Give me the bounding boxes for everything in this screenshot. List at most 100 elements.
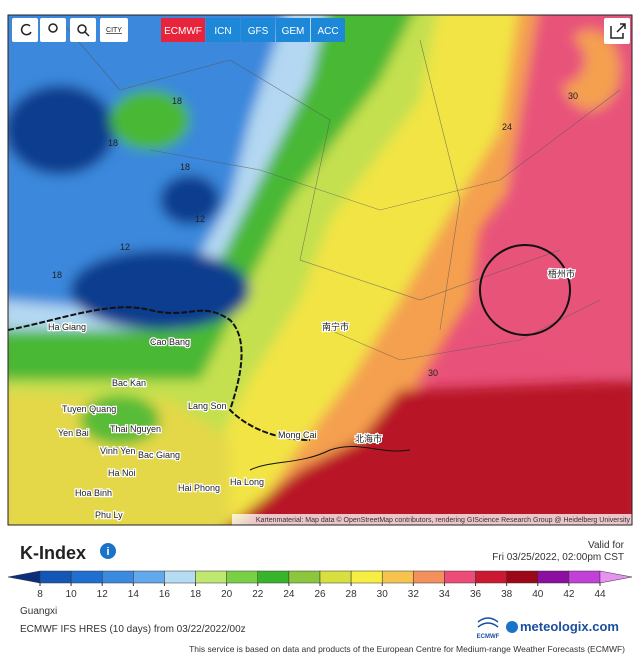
city-button[interactable] bbox=[100, 18, 128, 42]
colorbar-tick-label: 26 bbox=[314, 589, 326, 600]
model-button[interactable] bbox=[241, 18, 275, 42]
attribution: Kartenmaterial: Map data © OpenStreetMap… bbox=[256, 516, 631, 524]
model-button[interactable] bbox=[276, 18, 310, 42]
place-label: Hai Phong bbox=[178, 483, 220, 493]
place-label: Tuyen Quang bbox=[62, 404, 116, 414]
colorbar-tick-label: 36 bbox=[470, 589, 482, 600]
colorbar-tick-label: 8 bbox=[37, 589, 43, 600]
colorbar-segment bbox=[350, 570, 383, 584]
model-button-label: GFS bbox=[248, 26, 269, 37]
contour-label: 18 bbox=[180, 162, 190, 172]
place-label: Vinh Yen bbox=[100, 446, 135, 456]
contour-label: 18 bbox=[172, 96, 182, 106]
map: Kartenmaterial: Map data © OpenStreetMap… bbox=[8, 15, 632, 525]
brand: meteologix.com bbox=[520, 619, 619, 634]
colorbar-segment bbox=[195, 570, 227, 584]
valid-time: Fri 03/25/2022, 02:00pm CST bbox=[492, 552, 624, 563]
colorbar-end bbox=[599, 570, 633, 584]
contour-label: 18 bbox=[108, 138, 118, 148]
colorbar-tick-label: 22 bbox=[252, 589, 264, 600]
attribution-bg bbox=[232, 514, 632, 525]
model-button[interactable] bbox=[311, 18, 345, 42]
contour-label: 24 bbox=[502, 122, 512, 132]
colorbar-tick-label: 24 bbox=[283, 589, 295, 600]
field bbox=[8, 15, 632, 525]
colorbar-tick-label: 42 bbox=[563, 589, 575, 600]
colorbar: 8 10 12 14 16 18 20 22 24 26 28 30 32 34 36 38 40 42 44 bbox=[7, 570, 633, 600]
model-run: ECMWF IFS HRES (10 days) from 03/22/2022… bbox=[20, 624, 246, 635]
colorbar-segment bbox=[39, 570, 72, 584]
place-label: Bac Kan bbox=[112, 378, 146, 388]
info-icon: i bbox=[106, 546, 109, 558]
valid-label: Valid for bbox=[588, 540, 625, 551]
colorbar-segment bbox=[133, 570, 165, 584]
model-button[interactable] bbox=[206, 18, 240, 42]
place-label: Thai Nguyen bbox=[110, 424, 161, 434]
colorbar-segment bbox=[506, 570, 539, 584]
colorbar-tick-label: 16 bbox=[159, 589, 171, 600]
colorbar-tick-label: 10 bbox=[66, 589, 78, 600]
highlight-circle bbox=[479, 244, 571, 336]
toolbar: CITY ECMWF ICN GFS GEM ACC bbox=[12, 18, 630, 44]
model-button-label: ACC bbox=[317, 26, 338, 37]
model-button[interactable] bbox=[161, 18, 205, 42]
contour-label: 30 bbox=[428, 368, 438, 378]
colorbar-segment bbox=[288, 570, 321, 584]
colorbar-tick-label: 20 bbox=[221, 589, 233, 600]
colorbar-tick-label: 44 bbox=[594, 589, 606, 600]
colorbar-segment bbox=[319, 570, 352, 584]
colorbar-segment bbox=[164, 570, 196, 584]
colorbar-segment bbox=[537, 570, 570, 584]
place-label: 北海市 bbox=[355, 433, 382, 444]
reload-button[interactable] bbox=[12, 18, 38, 42]
place-label: 南宁市 bbox=[322, 321, 349, 332]
place-label: Ha Long bbox=[230, 477, 264, 487]
place-label: Yen Bai bbox=[58, 428, 89, 438]
contour-label: 12 bbox=[195, 214, 205, 224]
model-button-label: ECMWF bbox=[164, 26, 202, 37]
place-label: 梧州市 bbox=[548, 268, 575, 279]
model-button-label: ICN bbox=[214, 26, 231, 37]
colorbar-tick-label: 40 bbox=[532, 589, 544, 600]
place-label: Bac Giang bbox=[138, 450, 180, 460]
colorbar-tick-label: 30 bbox=[377, 589, 389, 600]
colorbar-end bbox=[7, 570, 41, 584]
colorbar-segment bbox=[257, 570, 290, 584]
colorbar-tick-label: 14 bbox=[128, 589, 140, 600]
notice: This service is based on data and produc… bbox=[189, 644, 625, 654]
colorbar-tick-label: 38 bbox=[501, 589, 513, 600]
zoom-button[interactable] bbox=[70, 18, 96, 42]
colorbar-segment bbox=[413, 570, 445, 584]
colorbar-segment bbox=[444, 570, 476, 584]
place-label: Ha Noi bbox=[108, 468, 136, 478]
city-button-label: CITY bbox=[106, 27, 122, 34]
colorbar-tick-label: 12 bbox=[97, 589, 109, 600]
place-label: Ha Giang bbox=[48, 322, 86, 332]
contour-label: 18 bbox=[52, 270, 62, 280]
place-label: Phu Ly bbox=[95, 510, 123, 520]
model-button-label: GEM bbox=[282, 26, 305, 37]
place-label: Mong Cai bbox=[278, 430, 317, 440]
region: Guangxi bbox=[20, 606, 57, 617]
colorbar-tick-label: 34 bbox=[439, 589, 451, 600]
info-button[interactable] bbox=[100, 543, 116, 559]
colorbar-segment bbox=[70, 570, 103, 584]
contour-label: 30 bbox=[568, 91, 578, 101]
colorbar-tick-label: 18 bbox=[190, 589, 202, 600]
colorbar-segment bbox=[475, 570, 507, 584]
map-frame bbox=[7, 14, 633, 526]
place-label: Hoa Binh bbox=[75, 488, 112, 498]
colorbar-tick-label: 28 bbox=[346, 589, 358, 600]
borders bbox=[8, 19, 621, 471]
place-label: Lang Son bbox=[188, 401, 227, 411]
colorbar-segment bbox=[226, 570, 259, 584]
colorbar-tick-label: 32 bbox=[408, 589, 420, 600]
location-button[interactable] bbox=[40, 18, 66, 42]
ecmwf-logo: ECMWF bbox=[477, 634, 500, 640]
legend-title: K-Index bbox=[20, 543, 86, 563]
colorbar-segment bbox=[381, 570, 414, 584]
place-label: Cao Bang bbox=[150, 337, 190, 347]
contour-label: 12 bbox=[120, 242, 130, 252]
colorbar-segment bbox=[568, 570, 601, 584]
